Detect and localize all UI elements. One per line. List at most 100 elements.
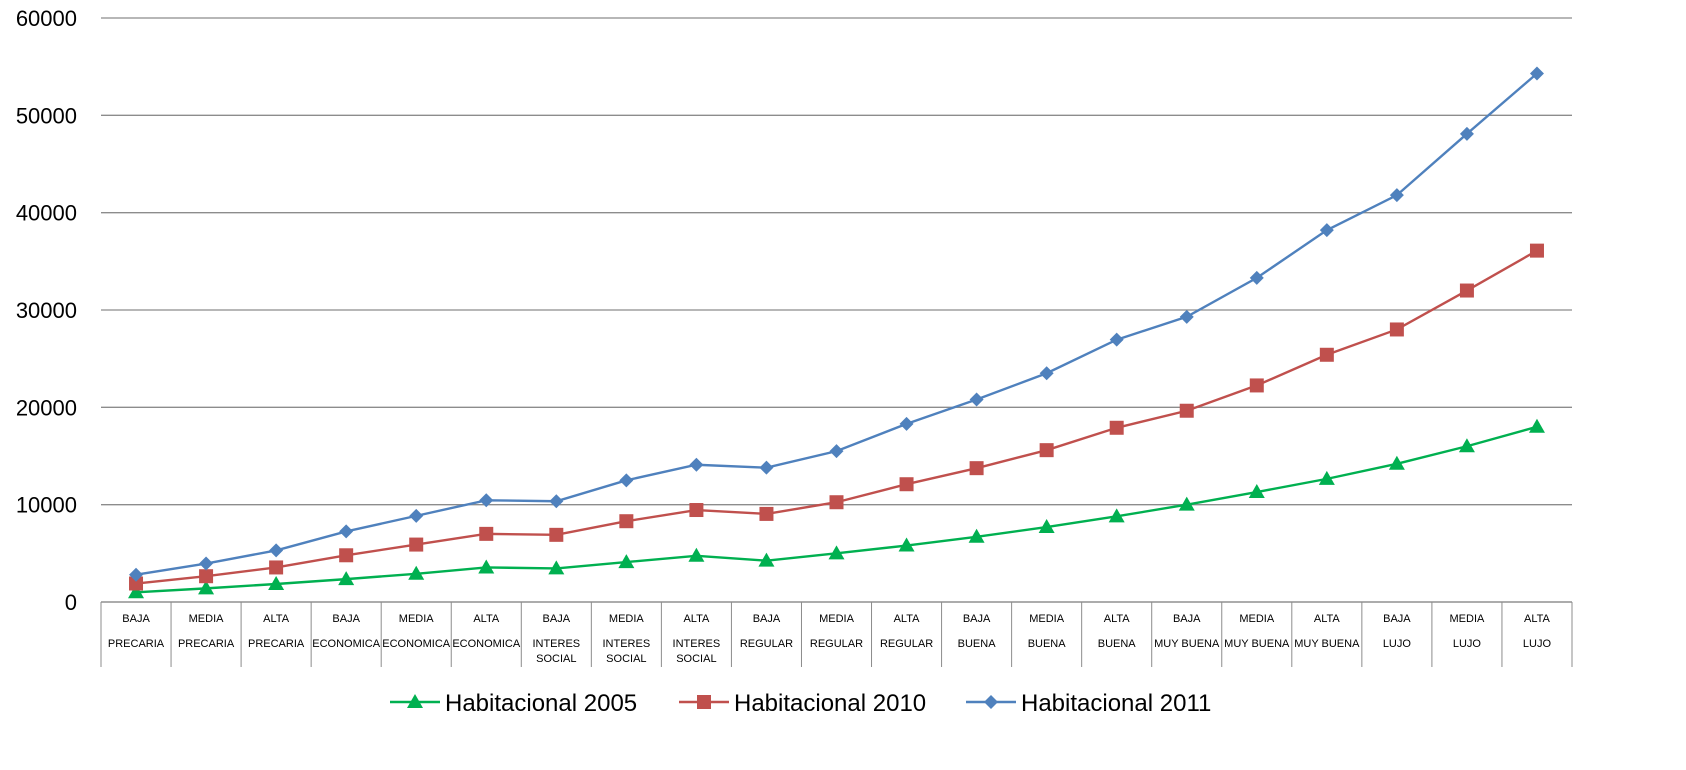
x-tick-label: INTERES: [673, 638, 721, 650]
x-tick-label: REGULAR: [810, 638, 863, 650]
data-point: [968, 528, 985, 543]
legend-marker: [407, 694, 423, 708]
data-point: [829, 495, 844, 510]
x-tick-label: ALTA: [1104, 613, 1131, 625]
data-point: [268, 575, 285, 590]
x-tick-label: LUJO: [1523, 638, 1552, 650]
x-tick-label: BAJA: [332, 613, 360, 625]
x-tick-label: MEDIA: [609, 613, 645, 625]
x-tick-label: BAJA: [1173, 613, 1201, 625]
data-point: [1529, 243, 1544, 258]
data-point: [199, 556, 214, 571]
legend-marker: [984, 695, 998, 709]
data-point: [1178, 496, 1195, 511]
x-tick-label: ECONOMICA: [312, 638, 381, 650]
data-point: [338, 571, 355, 586]
x-tick-label: PRECARIA: [248, 638, 305, 650]
data-point: [409, 508, 424, 523]
x-tick-label: INTERES: [532, 638, 580, 650]
data-point: [409, 537, 424, 552]
data-point: [1528, 418, 1545, 433]
data-point: [339, 524, 354, 539]
data-point: [1389, 188, 1404, 203]
x-tick-label: ALTA: [263, 613, 290, 625]
legend-marker: [697, 695, 711, 709]
data-point: [548, 560, 565, 575]
y-tick-label: 60000: [16, 6, 77, 31]
data-point: [1249, 270, 1264, 285]
data-point: [1109, 332, 1124, 347]
x-tick-label: BUENA: [1098, 638, 1137, 650]
data-point: [339, 548, 354, 563]
x-tick-label: MEDIA: [189, 613, 225, 625]
x-tick-label: SOCIAL: [536, 653, 576, 665]
legend-item-2: Habitacional 2010: [679, 690, 926, 717]
data-point: [1388, 455, 1405, 470]
data-point: [1319, 347, 1334, 362]
data-point: [408, 565, 425, 580]
data-point: [1039, 366, 1054, 381]
y-axis: 0 10000 20000 30000 40000 50000 60000: [16, 6, 77, 615]
data-point: [269, 560, 284, 575]
x-tick-label: INTERES: [603, 638, 651, 650]
x-tick-label: BAJA: [543, 613, 571, 625]
data-point: [758, 552, 775, 567]
y-tick-label: 20000: [16, 395, 77, 420]
y-tick-label: 40000: [16, 201, 77, 226]
x-tick-label: BAJA: [963, 613, 991, 625]
x-tick-label: ALTA: [894, 613, 921, 625]
data-point: [828, 545, 845, 560]
series-2: [129, 243, 1544, 591]
data-point: [1318, 470, 1335, 485]
x-axis: BAJA PRECARIA MEDIA PRECARIA ALTA PRECARIA BAJ…: [100, 601, 1573, 667]
data-point: [829, 444, 844, 459]
data-point: [549, 494, 564, 509]
data-point: [1529, 66, 1544, 81]
y-tick-label: 0: [65, 590, 77, 615]
data-point: [689, 503, 704, 518]
x-tick-label: PRECARIA: [178, 638, 235, 650]
data-point: [1249, 378, 1264, 393]
data-point: [1108, 508, 1125, 523]
legend-label: Habitacional 2010: [734, 690, 926, 717]
x-tick-label: REGULAR: [880, 638, 933, 650]
data-point: [759, 460, 774, 475]
x-tick-label: LUJO: [1453, 638, 1482, 650]
data-point: [128, 584, 145, 599]
x-tick-label: MEDIA: [1239, 613, 1275, 625]
x-tick-label: MEDIA: [819, 613, 855, 625]
data-point: [129, 576, 144, 591]
data-point: [1459, 126, 1474, 141]
series-group: [128, 66, 1545, 599]
x-tick-label: BAJA: [1383, 613, 1411, 625]
x-tick-label: REGULAR: [740, 638, 793, 650]
data-point: [1109, 420, 1124, 435]
data-point: [479, 526, 494, 541]
x-tick-label: ECONOMICA: [452, 638, 521, 650]
y-tick-label: 10000: [16, 493, 77, 518]
x-tick-label: PRECARIA: [108, 638, 165, 650]
legend-label: Habitacional 2011: [1021, 690, 1211, 717]
data-point: [759, 506, 774, 521]
legend: Habitacional 2005 Habitacional 2010 Habita…: [390, 690, 1211, 717]
x-tick-label: MUY BUENA: [1294, 638, 1360, 650]
data-point: [1039, 443, 1054, 458]
data-point: [1038, 519, 1055, 534]
x-tick-label: ALTA: [1524, 613, 1551, 625]
x-tick-label: ALTA: [683, 613, 710, 625]
x-tick-label: SOCIAL: [676, 653, 716, 665]
data-point: [199, 569, 214, 584]
data-point: [1179, 403, 1194, 418]
data-point: [898, 537, 915, 552]
x-tick-label: BUENA: [958, 638, 997, 650]
x-tick-label: BAJA: [753, 613, 781, 625]
data-point: [479, 493, 494, 508]
legend-item-3: Habitacional 2011: [966, 690, 1211, 717]
x-tick-label: MUY BUENA: [1224, 638, 1290, 650]
x-tick-label: ALTA: [473, 613, 500, 625]
data-point: [969, 392, 984, 407]
data-point: [1458, 438, 1475, 453]
data-point: [618, 554, 635, 569]
legend-item-1: Habitacional 2005: [390, 690, 637, 717]
